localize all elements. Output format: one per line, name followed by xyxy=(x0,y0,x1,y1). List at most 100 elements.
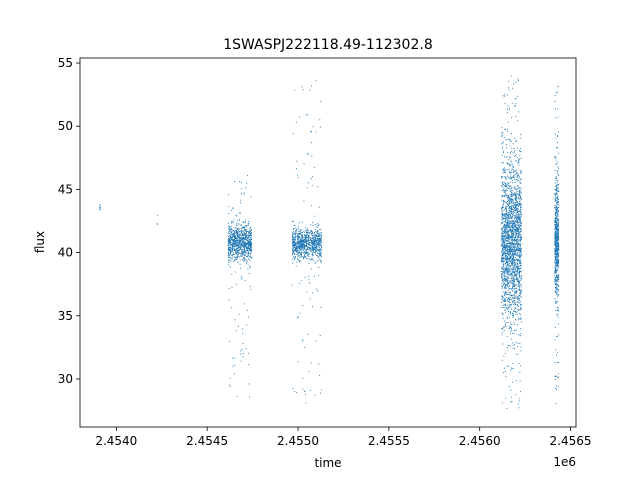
data-point xyxy=(315,249,317,251)
data-point xyxy=(298,177,300,179)
data-point xyxy=(514,237,516,240)
data-point xyxy=(513,177,516,179)
data-point xyxy=(516,228,518,230)
data-point xyxy=(506,221,508,223)
data-point xyxy=(501,154,503,156)
data-point xyxy=(520,284,522,286)
data-point xyxy=(244,234,246,236)
data-point xyxy=(505,202,507,204)
data-point xyxy=(245,230,248,232)
data-point xyxy=(316,226,318,228)
data-point xyxy=(503,304,505,306)
data-point xyxy=(511,295,513,297)
data-point xyxy=(512,220,514,223)
data-point xyxy=(295,265,297,267)
data-point xyxy=(247,236,249,238)
data-point xyxy=(507,264,509,266)
data-point xyxy=(245,244,247,246)
data-point xyxy=(504,213,506,215)
data-point xyxy=(555,216,557,218)
data-point xyxy=(506,112,509,114)
data-point xyxy=(520,228,522,230)
data-point xyxy=(505,177,508,179)
data-point xyxy=(511,251,513,253)
data-point xyxy=(318,241,320,243)
data-point xyxy=(502,181,504,183)
data-point xyxy=(509,248,511,250)
data-point xyxy=(157,214,159,216)
data-point xyxy=(512,225,514,227)
data-point xyxy=(502,268,504,270)
data-point xyxy=(319,252,322,254)
data-point xyxy=(502,233,504,235)
data-point xyxy=(556,207,558,209)
data-point xyxy=(319,248,321,250)
data-point xyxy=(236,256,238,258)
data-point xyxy=(302,250,304,252)
data-point xyxy=(555,196,557,198)
data-point xyxy=(557,257,559,259)
data-point xyxy=(243,260,245,262)
data-point xyxy=(516,297,518,299)
data-point xyxy=(239,238,241,240)
data-point xyxy=(238,212,240,214)
data-point xyxy=(311,250,313,252)
data-point xyxy=(516,209,518,211)
data-point xyxy=(520,265,522,267)
data-point xyxy=(228,232,230,234)
data-point xyxy=(519,304,521,306)
data-point xyxy=(518,234,520,236)
data-point xyxy=(315,230,317,233)
data-point xyxy=(245,238,247,240)
data-point xyxy=(238,243,240,245)
data-point xyxy=(231,225,233,227)
data-point xyxy=(517,220,519,223)
data-point xyxy=(314,228,317,230)
data-point xyxy=(505,178,507,180)
data-point xyxy=(298,259,300,261)
data-point xyxy=(515,187,517,189)
data-point xyxy=(292,242,294,244)
data-point xyxy=(231,254,233,257)
data-point xyxy=(518,111,520,113)
data-point xyxy=(555,224,557,226)
data-point xyxy=(515,379,517,381)
data-point xyxy=(507,257,509,259)
data-point xyxy=(520,240,522,243)
data-point xyxy=(508,171,511,174)
data-point xyxy=(229,266,232,268)
data-point xyxy=(234,319,236,321)
data-point xyxy=(243,237,245,239)
data-point xyxy=(509,247,511,250)
data-point xyxy=(232,241,234,243)
data-point xyxy=(237,250,240,252)
data-point xyxy=(515,140,517,142)
data-point xyxy=(503,250,505,252)
data-point xyxy=(557,376,559,378)
data-point xyxy=(316,290,319,292)
data-point xyxy=(557,86,559,88)
data-point xyxy=(248,240,250,242)
data-point xyxy=(515,235,517,237)
data-point xyxy=(514,239,516,241)
data-point xyxy=(556,211,558,213)
data-point xyxy=(502,314,504,316)
data-point xyxy=(304,276,306,278)
data-point xyxy=(316,235,319,237)
data-point xyxy=(507,261,509,263)
data-point xyxy=(305,251,307,253)
data-point xyxy=(506,218,508,220)
data-point xyxy=(502,259,504,261)
data-point xyxy=(311,155,313,157)
data-point xyxy=(503,136,505,139)
data-point xyxy=(502,327,504,329)
data-point xyxy=(510,297,512,299)
data-point xyxy=(512,362,514,365)
data-point xyxy=(504,182,507,184)
data-point xyxy=(517,304,519,306)
data-point xyxy=(502,291,504,293)
data-point xyxy=(515,250,518,252)
data-point xyxy=(520,222,522,224)
data-point xyxy=(297,253,299,255)
data-point xyxy=(517,185,519,187)
